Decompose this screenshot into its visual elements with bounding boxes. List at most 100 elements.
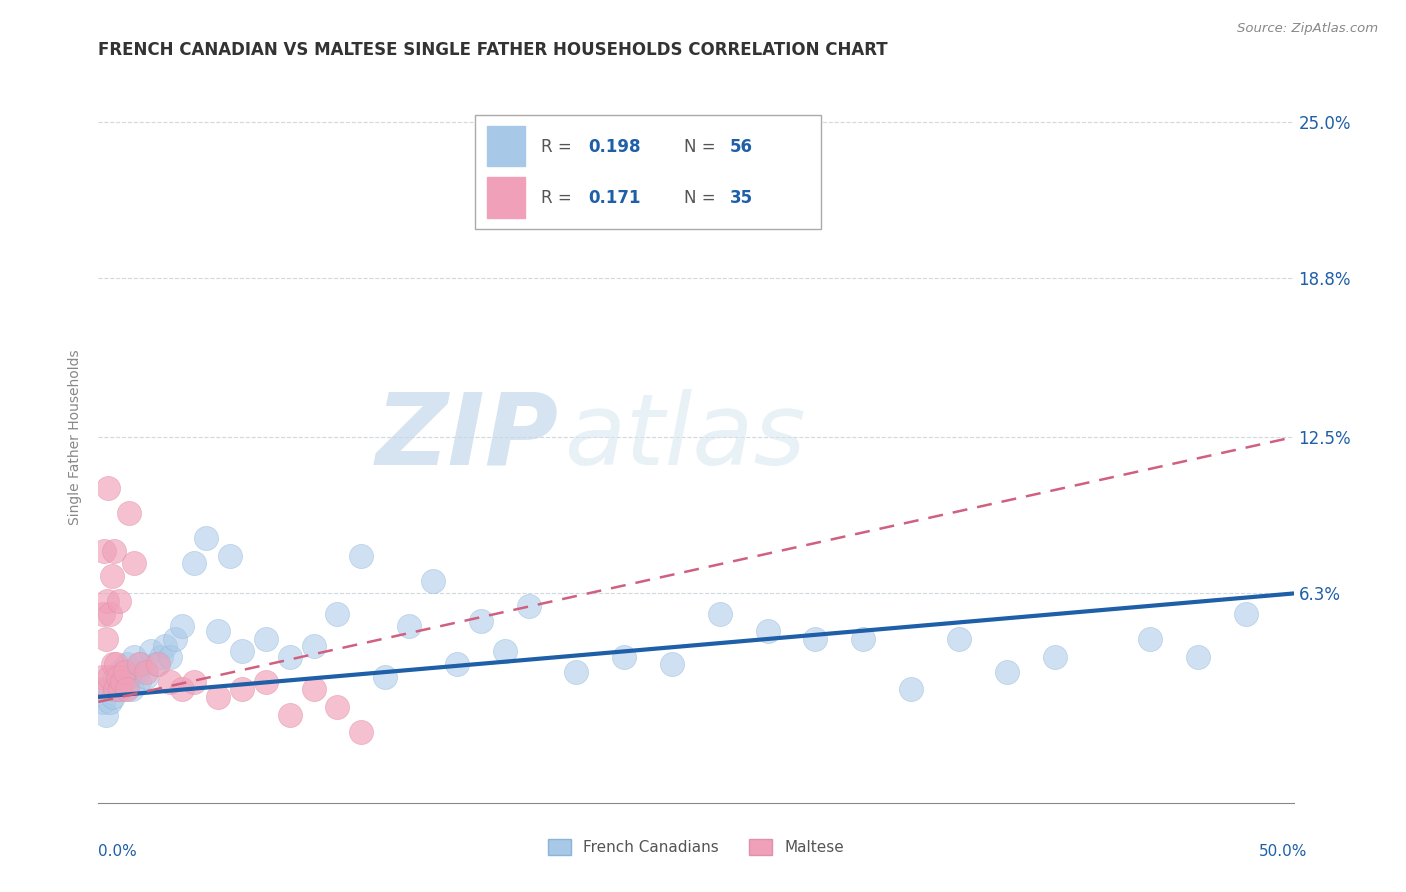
Point (278, 707, 301, 722)
Point (302, 682, 325, 697)
Point (115, 682, 138, 697)
Point (155, 640, 177, 654)
Point (97, 682, 120, 697)
Point (163, 632, 186, 646)
Text: R =: R = (541, 189, 576, 207)
Point (103, 543, 125, 558)
Point (128, 657, 150, 671)
Point (219, 549, 242, 563)
Point (326, 700, 349, 714)
Point (172, 682, 194, 697)
Point (148, 657, 170, 671)
Point (422, 574, 444, 588)
Point (93, 543, 115, 558)
FancyBboxPatch shape (475, 115, 821, 228)
Point (96, 594, 118, 608)
Point (91, 670, 114, 684)
Point (302, 640, 325, 654)
Point (104, 670, 127, 684)
Text: 0.198: 0.198 (589, 137, 641, 156)
Point (1139, 632, 1161, 646)
Point (107, 670, 129, 684)
Point (804, 632, 827, 646)
Point (98, 695, 122, 709)
Point (207, 624, 229, 639)
Point (111, 674, 134, 689)
Point (398, 619, 420, 633)
Point (139, 644, 162, 658)
Point (326, 607, 349, 621)
Point (948, 632, 970, 646)
Point (231, 682, 253, 697)
FancyBboxPatch shape (486, 178, 524, 218)
Point (613, 649, 636, 664)
Point (111, 674, 134, 689)
Point (900, 682, 922, 697)
Point (100, 569, 122, 583)
Point (183, 556, 205, 570)
Point (565, 665, 588, 679)
Point (91, 607, 114, 621)
Point (104, 682, 127, 697)
Point (107, 594, 129, 608)
Text: N =: N = (685, 189, 721, 207)
Text: FRENCH CANADIAN VS MALTESE SINGLE FATHER HOUSEHOLDS CORRELATION CHART: FRENCH CANADIAN VS MALTESE SINGLE FATHER… (98, 41, 889, 59)
Point (995, 665, 1018, 679)
Point (114, 682, 136, 697)
Point (101, 657, 124, 671)
Text: 56: 56 (730, 137, 752, 156)
FancyBboxPatch shape (486, 126, 524, 167)
Point (661, 657, 683, 671)
Point (350, 549, 373, 563)
Point (231, 644, 253, 658)
Point (98, 670, 121, 684)
Point (494, 644, 516, 658)
Point (124, 556, 146, 570)
Text: Source: ZipAtlas.com: Source: ZipAtlas.com (1237, 22, 1378, 36)
Point (374, 670, 396, 684)
Point (118, 670, 141, 684)
Point (254, 674, 277, 689)
Legend: French Canadians, Maltese: French Canadians, Maltese (541, 833, 851, 861)
Point (756, 624, 779, 639)
Text: ZIP: ZIP (375, 389, 558, 485)
Point (97, 481, 120, 495)
Point (145, 657, 167, 671)
Text: 0.0%: 0.0% (98, 845, 138, 859)
Text: R =: R = (541, 137, 576, 156)
Point (90, 682, 112, 697)
Point (107, 682, 129, 697)
Point (131, 657, 153, 671)
Point (101, 690, 124, 704)
Point (124, 649, 146, 664)
Point (125, 665, 148, 679)
Text: N =: N = (685, 137, 721, 156)
Point (1187, 649, 1209, 664)
Point (98, 607, 122, 621)
Point (446, 657, 468, 671)
Text: atlas: atlas (565, 389, 806, 485)
Point (709, 607, 731, 621)
Point (159, 649, 181, 664)
Point (159, 674, 181, 689)
Point (135, 670, 157, 684)
Point (852, 632, 875, 646)
Point (254, 632, 277, 646)
Point (105, 657, 128, 671)
Point (135, 665, 157, 679)
Point (1043, 649, 1066, 664)
Y-axis label: Single Father Households: Single Father Households (69, 350, 83, 524)
Point (128, 674, 150, 689)
Point (1234, 607, 1257, 621)
Point (207, 690, 229, 704)
Point (470, 614, 492, 628)
Point (118, 506, 141, 520)
Text: 35: 35 (730, 189, 752, 207)
Point (115, 657, 138, 671)
Point (517, 599, 540, 613)
Point (91, 695, 114, 709)
Point (108, 682, 131, 697)
Point (350, 725, 373, 739)
Point (108, 665, 131, 679)
Point (278, 649, 301, 664)
